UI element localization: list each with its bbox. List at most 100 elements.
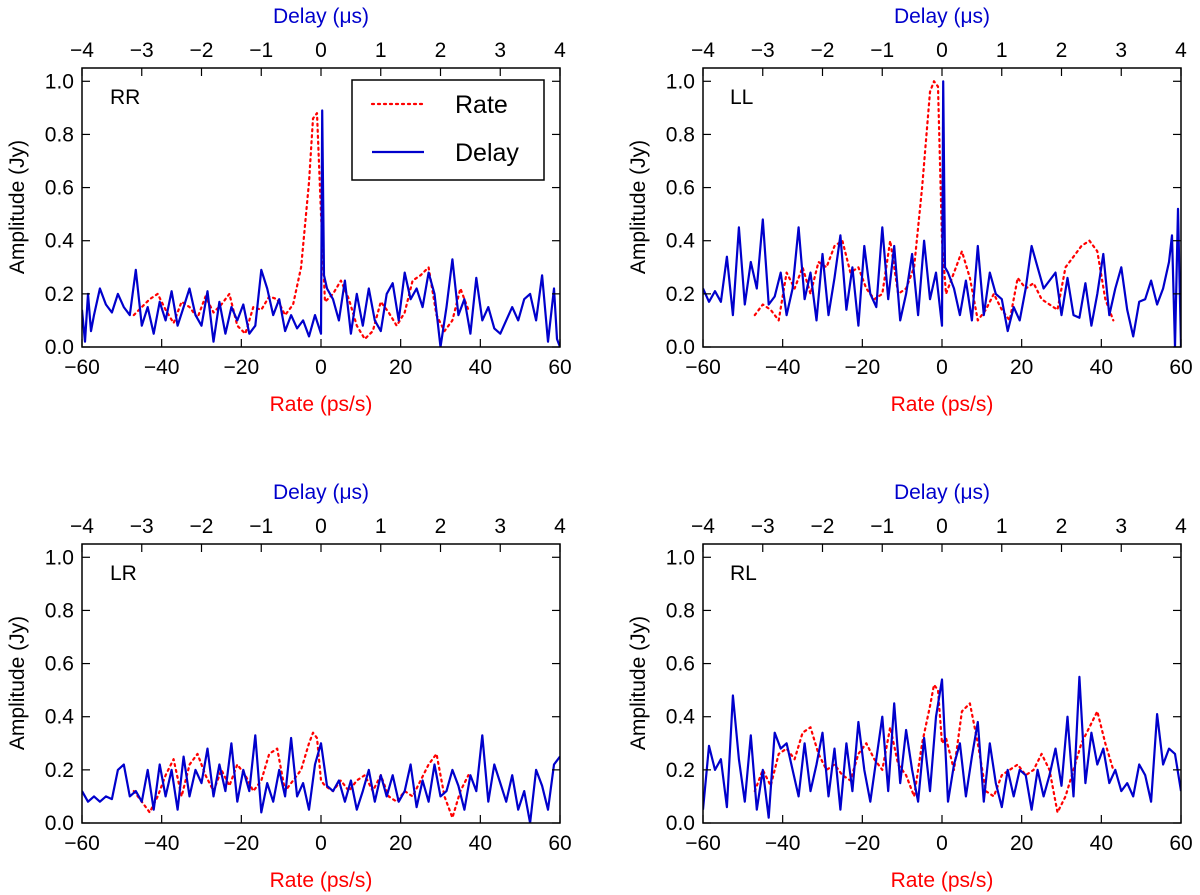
top-tick-label: 0 [936,515,948,538]
x-tick-label: 60 [548,356,571,379]
top-tick-label: −4 [691,39,715,62]
top-tick-label: 3 [494,39,506,62]
top-tick-label: 1 [375,515,387,538]
top-tick-label: 4 [1175,39,1187,62]
x-tick-label: 20 [389,356,412,379]
x-tick-label: 0 [936,356,948,379]
top-tick-label: 0 [936,39,948,62]
bottom-axis-label: Rate (ps/s) [270,869,373,892]
axes-frame [81,543,561,824]
x-tick-label: −60 [64,832,100,855]
top-tick-label: 3 [494,515,506,538]
x-tick-label: −60 [64,356,100,379]
top-tick-label: −1 [249,39,273,62]
top-tick-label: −1 [870,515,894,538]
panel-label: RL [730,562,757,585]
panel-rl: −60 −40 −20 0 20 40 60 −4 −3 −2 −1 0 1 2 3 4 0.0 0.2 0.4 0.… [627,481,1193,892]
panel-rr: −60 −40 −20 0 20 40 60 −4 −3 −2 −1 0 1 2 3 4 0.0 0.2 0.4 0.… [6,5,572,416]
rate-series-line [132,112,470,341]
y-tick-label: 0.4 [45,706,75,729]
panel-label: LR [110,562,137,585]
top-tick-label: 4 [554,39,566,62]
panel-lr: −60 −40 −20 0 20 40 60 −4 −3 −2 −1 0 1 2 3 4 0.0 0.2 0.4 0.… [6,481,572,892]
x-tick-label: 60 [1169,832,1192,855]
y-tick-label: 0.2 [45,283,74,306]
y-tick-label: 0.6 [45,653,74,676]
x-tick-label: −20 [845,356,881,379]
x-tick-label: 20 [1010,832,1033,855]
panel-label: LL [730,86,753,109]
y-tick-label: 0.8 [45,599,74,622]
legend: Rate Delay [351,79,545,181]
top-tick-label: 0 [315,39,327,62]
x-tick-label: −20 [224,356,260,379]
top-axis-label: Delay (μs) [894,5,990,28]
x-tick-label: −40 [765,356,801,379]
y-axis-label: Amplitude (Jy) [6,616,29,750]
x-tick-label: −20 [224,832,260,855]
panel-label: RR [110,86,140,109]
series-group [703,80,1181,347]
y-tick-label: 0.8 [666,123,695,146]
x-tick-label: 40 [469,832,492,855]
top-tick-label: 2 [1056,515,1068,538]
y-tick-label: 0.6 [666,177,695,200]
x-tick-label: 20 [1010,356,1033,379]
rate-series-line [753,683,1115,814]
y-tick-label: 1.0 [45,546,74,569]
y-tick-label: 0.8 [45,123,74,146]
x-tick-label: −40 [144,356,180,379]
top-tick-label: −4 [70,39,94,62]
bottom-axis-label: Rate (ps/s) [270,393,373,416]
panel-ll: −60 −40 −20 0 20 40 60 −4 −3 −2 −1 0 1 2 3 4 0.0 0.2 0.4 0.… [627,5,1193,416]
y-tick-label: 0.6 [45,177,74,200]
x-tick-label: 60 [1169,356,1192,379]
top-tick-label: 1 [996,515,1008,538]
delay-series-line [82,734,560,823]
top-tick-label: 2 [1056,39,1068,62]
x-tick-label: −40 [144,832,180,855]
x-tick-label: −60 [685,832,721,855]
y-tick-label: 1.0 [666,70,695,93]
y-axis-label: Amplitude (Jy) [6,140,29,274]
series-group [82,731,560,823]
y-axis-label: Amplitude (Jy) [627,616,650,750]
top-tick-label: 4 [554,515,566,538]
y-tick-label: 0.2 [666,283,695,306]
top-tick-label: −2 [811,515,835,538]
top-tick-label: 2 [435,515,447,538]
y-tick-label: 0.0 [45,812,74,835]
top-tick-label: 4 [1175,515,1187,538]
y-tick-label: 0.4 [666,230,696,253]
top-tick-label: −3 [751,515,775,538]
x-tick-label: −40 [765,832,801,855]
top-tick-label: −1 [870,39,894,62]
x-tick-label: 0 [936,832,948,855]
bottom-axis-label: Rate (ps/s) [891,393,994,416]
y-tick-label: 1.0 [45,70,74,93]
top-axis-label: Delay (μs) [894,481,990,504]
top-tick-label: −3 [130,39,154,62]
top-tick-label: 1 [996,39,1008,62]
bottom-axis-label: Rate (ps/s) [891,869,994,892]
top-tick-label: −2 [190,39,214,62]
y-tick-label: 0.8 [666,599,695,622]
rate-series-line [132,731,470,819]
rate-series-line [753,80,1115,322]
x-tick-label: 0 [315,356,327,379]
top-tick-label: 3 [1115,515,1127,538]
x-tick-label: 60 [548,832,571,855]
top-tick-label: 3 [1115,39,1127,62]
delay-series-line [703,675,1181,819]
series-group [703,675,1181,819]
x-tick-label: −20 [845,832,881,855]
top-axis-label: Delay (μs) [273,481,369,504]
x-tick-label: 0 [315,832,327,855]
top-tick-label: −2 [190,515,214,538]
legend-rate-label: Rate [455,91,508,119]
delay-series-line [82,109,560,347]
legend-box [351,79,545,181]
y-axis-label: Amplitude (Jy) [627,140,650,274]
x-tick-label: 40 [1090,832,1113,855]
